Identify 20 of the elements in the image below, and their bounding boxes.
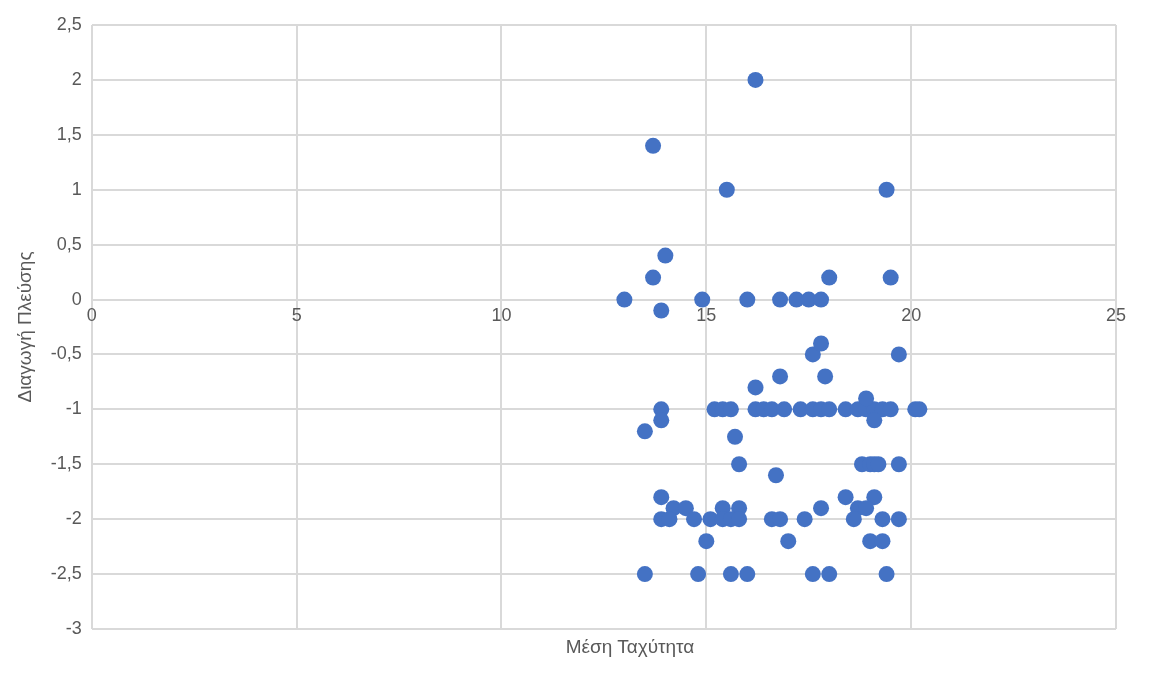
x-tick-label: 5 — [291, 305, 302, 326]
x-tick-label: 10 — [491, 305, 512, 326]
y-tick-label: -0,5 — [50, 343, 82, 364]
x-axis-title: Μέση Ταχύτητα — [564, 636, 696, 658]
y-tick-label: 2,5 — [56, 13, 82, 34]
y-tick-label: 1 — [71, 178, 82, 199]
y-tick-label: -1,5 — [50, 453, 82, 474]
x-tick-label: 0 — [86, 305, 97, 326]
y-tick-label: 1,5 — [56, 123, 82, 144]
y-axis-title: Διαγωγή Πλεύσης — [13, 251, 35, 403]
y-tick-label: -1 — [65, 398, 82, 419]
x-tick-label: 15 — [696, 305, 717, 326]
y-tick-label: -2 — [65, 508, 82, 529]
y-tick-label: 0,5 — [56, 233, 82, 254]
y-tick-label: 0 — [71, 288, 82, 309]
y-tick-label: -2,5 — [50, 563, 82, 584]
y-tick-label: 2 — [71, 68, 82, 89]
y-tick-label: -3 — [65, 617, 82, 638]
x-tick-label: 20 — [901, 305, 922, 326]
x-tick-label: 25 — [1105, 305, 1127, 326]
